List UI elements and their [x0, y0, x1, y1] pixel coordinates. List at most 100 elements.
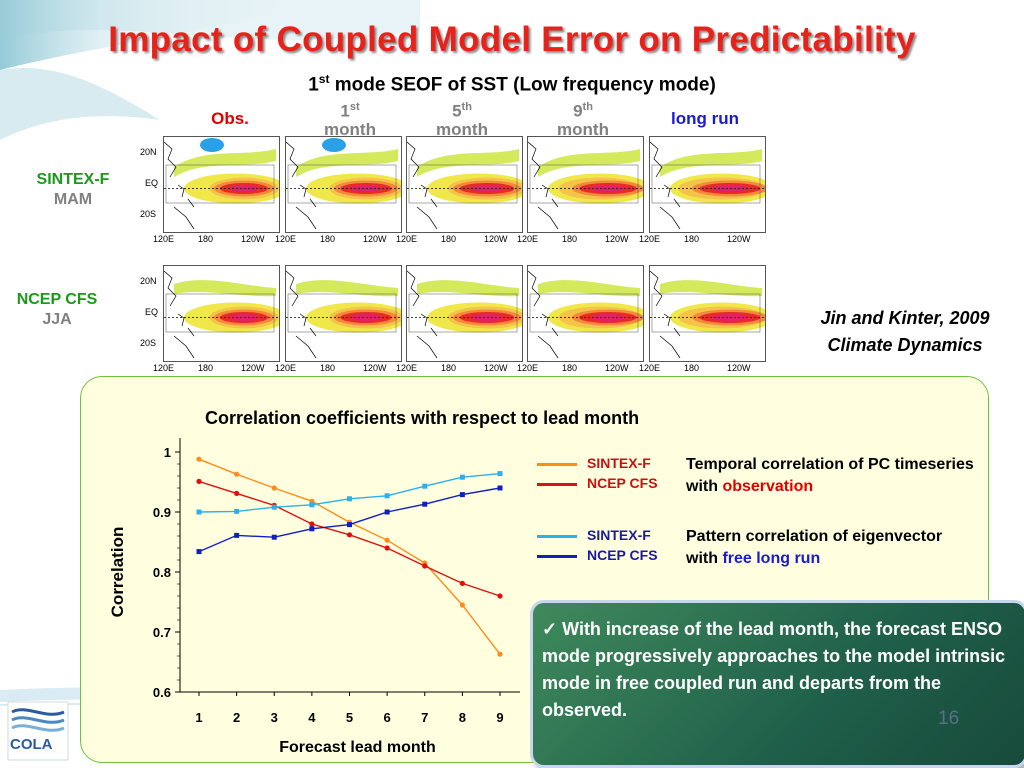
region-box — [529, 164, 639, 204]
legend-label-sintex-temporal: SINTEX-F — [587, 455, 651, 471]
sst-band — [538, 149, 640, 177]
lon-label: 180 — [198, 234, 214, 244]
column-label-number: 9 — [573, 101, 583, 121]
lon-label: 120W — [241, 234, 265, 244]
x-tick-label: 5 — [346, 710, 353, 725]
coastline — [528, 270, 559, 359]
column-label-line2: month — [324, 119, 376, 139]
region-box — [165, 164, 275, 204]
data-point — [271, 504, 277, 510]
x-tick-label: 7 — [421, 710, 428, 725]
coastline — [164, 270, 195, 359]
column-label-sup: th — [582, 101, 593, 113]
region-box — [408, 164, 518, 204]
data-point — [384, 545, 390, 551]
region-box — [287, 293, 397, 333]
lon-label: 180 — [562, 234, 578, 244]
citation-line1: Jin and Kinter, 2009 — [820, 308, 990, 328]
lon-label: 120E — [275, 363, 297, 373]
row-season: MAM — [53, 191, 93, 208]
x-axis-label: Forecast lead month — [279, 739, 435, 756]
column-label-line2: month — [436, 119, 488, 139]
data-point — [234, 532, 240, 538]
citation: Jin and Kinter, 2009 Climate Dynamics — [780, 305, 1024, 359]
lat-label-20n-row1: 20N — [140, 147, 157, 157]
slide-title: Impact of Coupled Model Error on Predict… — [108, 20, 916, 59]
eof-map-panel — [527, 136, 644, 233]
region-box — [165, 293, 275, 333]
data-point — [384, 537, 390, 543]
legend-line-ncep-temporal — [537, 483, 577, 486]
region-box — [408, 293, 518, 333]
logo-text: COLA — [10, 736, 53, 753]
check-icon: ✓ — [542, 619, 558, 639]
y-tick-label: 0.8 — [153, 565, 171, 580]
lon-label: 120E — [275, 234, 297, 244]
column-label-sup: st — [349, 101, 360, 113]
citation-line2: Climate Dynamics — [827, 335, 983, 355]
sst-band — [417, 280, 519, 297]
x-tick-label: 1 — [195, 710, 202, 725]
eof-map-panel — [649, 136, 766, 233]
lon-label: 180 — [441, 363, 457, 373]
lon-label: 120E — [517, 234, 539, 244]
legend-note-pattern: Pattern correlation of eigenvector with … — [686, 526, 976, 570]
row-label-sintex: SINTEX-F MAM — [8, 170, 138, 210]
lat-label-20n-row2: 20N — [140, 276, 157, 286]
coastline — [286, 270, 317, 359]
page-number: 16 — [938, 708, 960, 729]
lon-label: 180 — [198, 363, 214, 373]
data-point — [309, 502, 315, 508]
data-point — [459, 602, 465, 608]
column-label-number: 1 — [340, 101, 350, 121]
data-point — [459, 474, 465, 480]
lon-label: 180 — [320, 234, 336, 244]
x-tick-label: 3 — [271, 710, 278, 725]
eof-map-panel — [163, 265, 280, 362]
column-label-sup: th — [461, 101, 472, 113]
column-label-line2: month — [557, 119, 609, 139]
eof-map-panel — [527, 265, 644, 362]
data-point — [234, 508, 240, 514]
correlation-line-chart: 0.6 0.7 0.8 0.9 1 1 2 3 4 5 6 7 8 9 Forecast lead mont… — [108, 438, 520, 756]
data-point — [271, 485, 277, 491]
column-label-month9: 9th month — [543, 98, 623, 139]
sst-band — [417, 149, 519, 177]
conclusion-body: With increase of the lead month, the for… — [542, 619, 1006, 720]
lon-label: 120W — [727, 363, 751, 373]
lon-label: 120W — [363, 363, 387, 373]
sst-band — [296, 149, 398, 177]
sst-band — [174, 280, 276, 297]
series-line-temporal-0 — [198, 458, 501, 655]
lon-label: 180 — [684, 234, 700, 244]
y-tick-label: 0.6 — [153, 685, 171, 700]
coastline — [650, 141, 681, 230]
sst-band — [296, 280, 398, 297]
coastline — [650, 270, 681, 359]
coastline — [286, 141, 317, 230]
subtitle-number: 1 — [308, 74, 319, 96]
eof-map-panel — [649, 265, 766, 362]
lat-label-eq-row2: EQ — [145, 307, 159, 317]
sst-negative — [200, 138, 224, 152]
y-tick-label: 0.9 — [153, 505, 171, 520]
x-tick-label: 4 — [308, 710, 316, 725]
data-point — [234, 490, 240, 496]
data-point — [196, 509, 202, 515]
legend-note-temporal: Temporal correlation of PC timeseries wi… — [686, 454, 976, 498]
data-point — [497, 593, 503, 599]
lon-label: 180 — [684, 363, 700, 373]
column-label-month5: 5th month — [422, 98, 502, 139]
row-label-ncep: NCEP CFS JJA — [0, 290, 122, 330]
column-label-longrun: long run — [655, 110, 755, 128]
lon-label: 120W — [484, 363, 508, 373]
eof-map-panel — [285, 136, 402, 233]
sst-band — [660, 149, 762, 177]
sst-band — [174, 149, 276, 177]
data-point — [497, 485, 503, 491]
row-model-name: NCEP CFS — [16, 291, 98, 308]
cola-logo-icon — [7, 701, 69, 761]
y-tick-label: 1 — [164, 445, 171, 460]
eof-map-panel — [406, 265, 523, 362]
data-point — [459, 580, 465, 586]
